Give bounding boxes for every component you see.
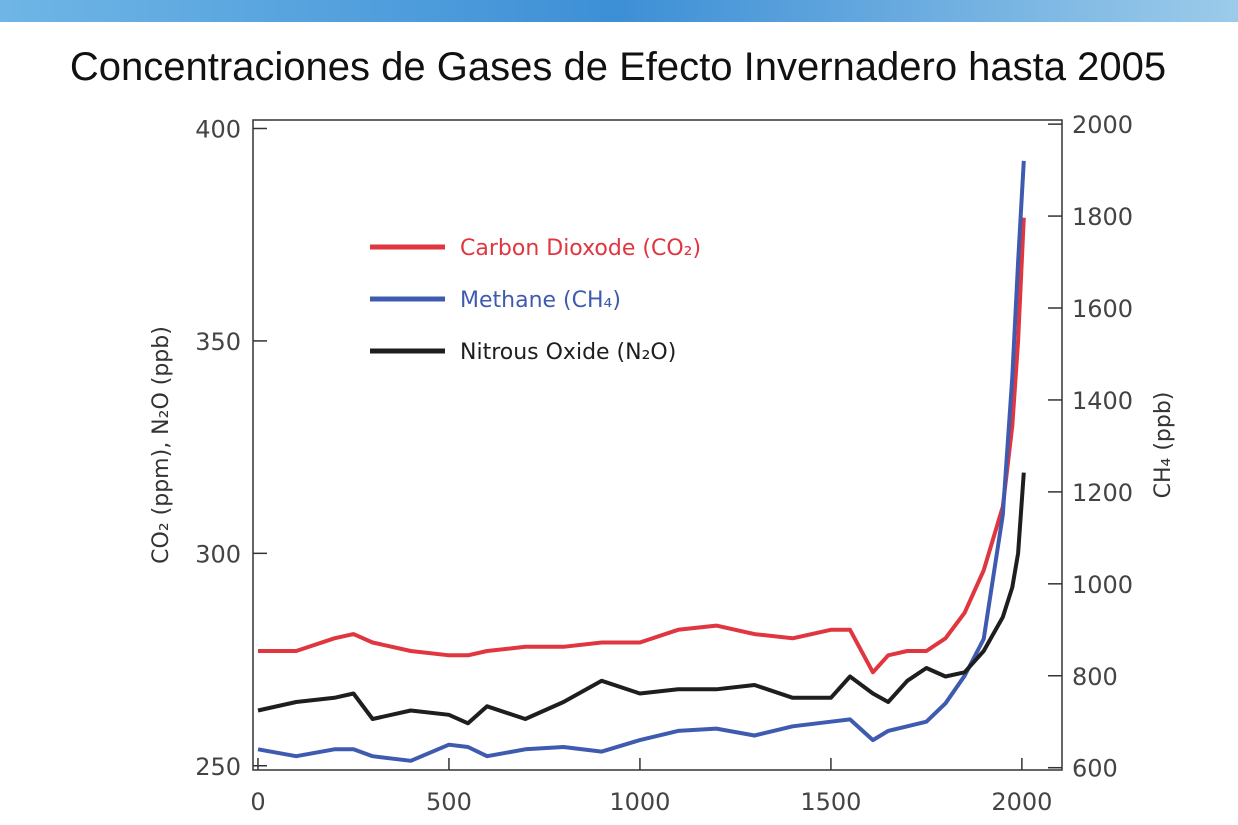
y-tick-label: 250 [195,753,241,781]
y2-tick-label: 1000 [1072,571,1133,599]
legend-label: Nitrous Oxide (N₂O) [460,340,676,365]
legend-label: Carbon Dioxode (CO₂) [460,236,701,261]
y2-tick-label: 1400 [1072,387,1133,415]
x-tick-label: 0 [250,788,265,816]
x-tick-label: 1000 [609,788,670,816]
y-tick-label: 350 [195,328,241,356]
header-band [0,0,1238,22]
x-tick-label: 1500 [800,788,861,816]
x-tick-label: 2000 [991,788,1052,816]
y2-axis-label: CH₄ (ppb) [1151,392,1176,499]
series-line [258,473,1024,724]
y2-tick-label: 800 [1072,663,1118,691]
slide: Concentraciones de Gases de Efecto Inver… [0,0,1238,821]
y-axis-label: CO₂ (ppm), N₂O (ppb) [149,326,174,564]
series-line [258,218,1024,673]
y2-tick-label: 1800 [1072,203,1133,231]
legend-label: Methane (CH₄) [460,288,621,313]
y2-tick-label: 1600 [1072,295,1133,323]
y-tick-label: 400 [195,115,241,143]
x-tick-label: 500 [426,788,472,816]
y2-tick-label: 2000 [1072,111,1133,139]
y-tick-label: 300 [195,540,241,568]
y2-tick-label: 1200 [1072,479,1133,507]
chart-title: Concentraciones de Gases de Efecto Inver… [70,45,1166,89]
y2-tick-label: 600 [1072,755,1118,783]
